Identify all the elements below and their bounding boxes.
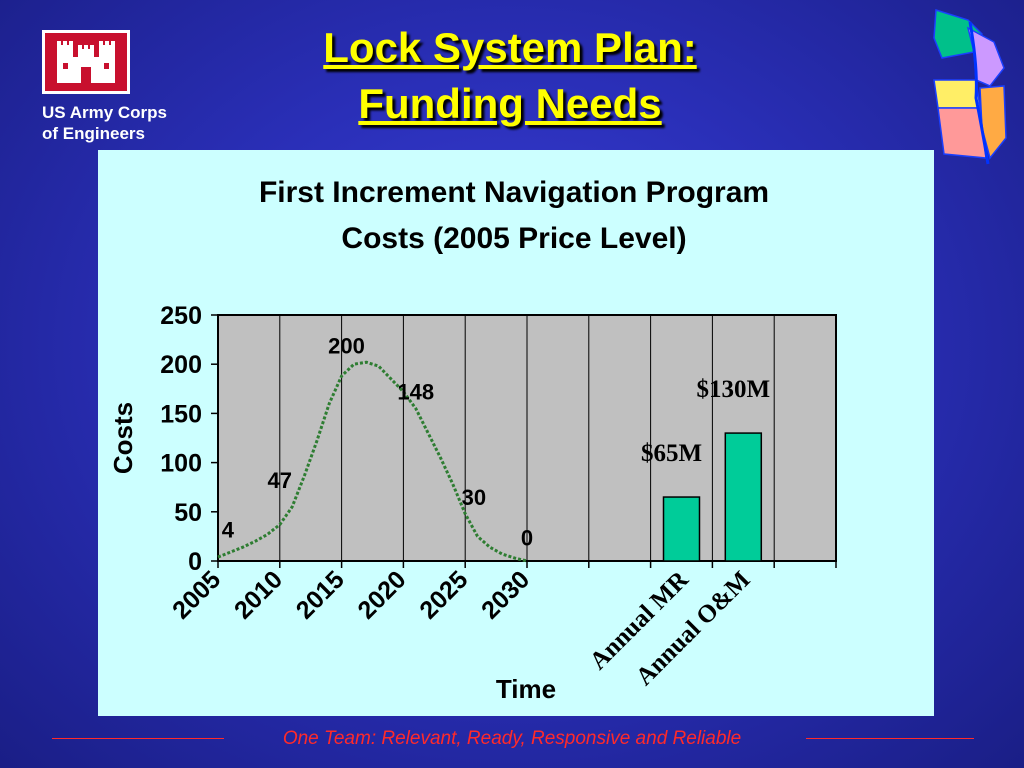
footer-rule-left <box>52 738 224 739</box>
line-data-label: 0 <box>521 525 533 550</box>
y-tick-label: 150 <box>160 400 202 428</box>
y-tick-label: 200 <box>160 351 202 379</box>
upper-mississippi-region-map-icon <box>933 9 1007 165</box>
y-axis-label: Costs <box>108 402 138 474</box>
chart-title-line-2: Costs (2005 Price Level) <box>341 222 686 255</box>
chart-panel: First Increment Navigation Program Costs… <box>98 150 934 716</box>
line-data-label: 30 <box>462 485 486 510</box>
line-data-label: 4 <box>222 517 235 542</box>
x-tick-label: 2015 <box>291 565 350 624</box>
y-tick-label: 250 <box>160 302 202 330</box>
line-data-label: 200 <box>328 333 365 358</box>
cost-line <box>217 360 528 563</box>
bar-data-label: $130M <box>696 376 770 403</box>
x-tick-label: 2005 <box>167 565 226 624</box>
x-tick-label: 2020 <box>353 565 412 624</box>
y-tick-label: 0 <box>188 548 202 576</box>
footer-rule-right <box>806 738 974 739</box>
title-line-1: Lock System Plan: <box>323 24 697 71</box>
x-tick-label: 2010 <box>229 565 288 624</box>
footer-tagline: One Team: Relevant, Ready, Responsive an… <box>282 728 742 749</box>
logo-text: US Army Corps of Engineers <box>42 103 168 143</box>
y-tick-label: 100 <box>160 450 202 478</box>
x-axis-label: Time <box>496 674 556 704</box>
title-line-2: Funding Needs <box>358 80 662 127</box>
bar <box>724 432 763 562</box>
castle-icon <box>57 41 115 83</box>
y-tick-label: 50 <box>174 499 202 527</box>
bar <box>662 496 701 562</box>
page-title: Lock System Plan: Funding Needs <box>240 20 780 132</box>
x-tick-label: 2025 <box>414 565 473 624</box>
cost-chart: First Increment Navigation Program Costs… <box>108 176 837 704</box>
line-data-label: 47 <box>268 468 292 493</box>
x-tick-label: 2030 <box>476 565 535 624</box>
chart-title-line-1: First Increment Navigation Program <box>259 176 769 209</box>
bar-data-label: $65M <box>641 440 702 467</box>
usace-logo <box>42 30 130 94</box>
line-data-label: 148 <box>397 380 434 405</box>
